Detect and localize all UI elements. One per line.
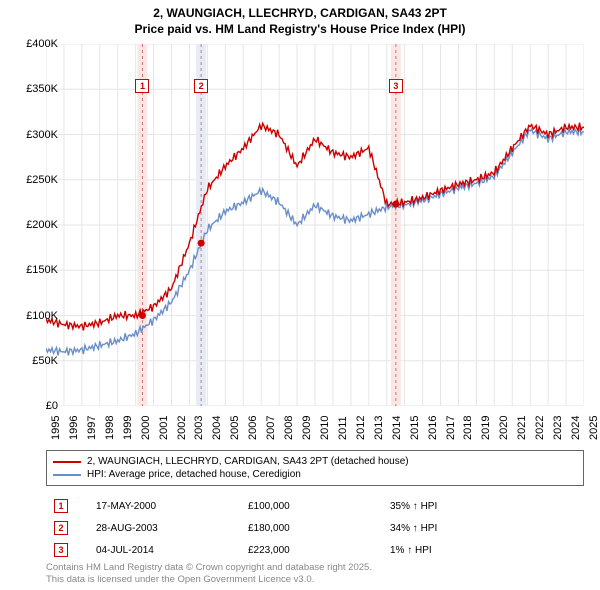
x-tick-label: 2013 bbox=[373, 416, 385, 440]
event-dot-3 bbox=[392, 201, 399, 208]
x-tick-label: 2002 bbox=[176, 416, 188, 440]
chart-svg bbox=[46, 44, 584, 406]
x-tick-label: 1995 bbox=[50, 416, 62, 440]
x-tick-label: 2025 bbox=[588, 416, 600, 440]
event-delta: 34% ↑ HPI bbox=[384, 518, 582, 538]
footer-line-1: Contains HM Land Registry data © Crown c… bbox=[46, 562, 372, 574]
y-tick-label: £250K bbox=[26, 174, 58, 186]
y-tick-label: £0 bbox=[46, 400, 58, 412]
x-tick-label: 2024 bbox=[570, 416, 582, 440]
x-tick-label: 2022 bbox=[534, 416, 546, 440]
event-delta: 35% ↑ HPI bbox=[384, 496, 582, 516]
event-row: 1 17-MAY-2000£100,00035% ↑ HPI bbox=[48, 496, 582, 516]
x-tick-label: 1998 bbox=[104, 416, 116, 440]
x-tick-label: 2010 bbox=[319, 416, 331, 440]
legend: 2, WAUNGIACH, LLECHRYD, CARDIGAN, SA43 2… bbox=[46, 450, 584, 486]
x-tick-label: 1999 bbox=[122, 416, 134, 440]
footer-line-2: This data is licensed under the Open Gov… bbox=[46, 574, 372, 586]
event-row: 2 28-AUG-2003£180,00034% ↑ HPI bbox=[48, 518, 582, 538]
x-tick-label: 2012 bbox=[355, 416, 367, 440]
x-tick-label: 2019 bbox=[480, 416, 492, 440]
x-tick-label: 2018 bbox=[462, 416, 474, 440]
event-date: 04-JUL-2014 bbox=[90, 540, 240, 560]
legend-swatch bbox=[53, 474, 81, 476]
y-tick-label: £200K bbox=[26, 219, 58, 231]
event-price: £100,000 bbox=[242, 496, 382, 516]
x-tick-label: 2001 bbox=[158, 416, 170, 440]
event-row-marker: 3 bbox=[54, 543, 68, 557]
x-tick-label: 2007 bbox=[265, 416, 277, 440]
event-date: 28-AUG-2003 bbox=[90, 518, 240, 538]
legend-row: HPI: Average price, detached house, Cere… bbox=[53, 468, 577, 481]
x-tick-label: 2016 bbox=[427, 416, 439, 440]
y-tick-label: £400K bbox=[26, 38, 58, 50]
event-marker-3: 3 bbox=[389, 79, 403, 93]
attribution-footer: Contains HM Land Registry data © Crown c… bbox=[46, 562, 372, 586]
x-tick-label: 2014 bbox=[391, 416, 403, 440]
x-tick-label: 2021 bbox=[516, 416, 528, 440]
x-tick-label: 2003 bbox=[193, 416, 205, 440]
event-row: 3 04-JUL-2014£223,0001% ↑ HPI bbox=[48, 540, 582, 560]
y-tick-label: £350K bbox=[26, 83, 58, 95]
x-tick-label: 2020 bbox=[498, 416, 510, 440]
x-tick-label: 2023 bbox=[552, 416, 564, 440]
event-row-marker: 1 bbox=[54, 499, 68, 513]
x-tick-label: 2015 bbox=[409, 416, 421, 440]
y-tick-label: £100K bbox=[26, 310, 58, 322]
legend-label: 2, WAUNGIACH, LLECHRYD, CARDIGAN, SA43 2… bbox=[87, 456, 409, 467]
y-tick-label: £150K bbox=[26, 264, 58, 276]
event-price: £223,000 bbox=[242, 540, 382, 560]
x-tick-label: 2000 bbox=[140, 416, 152, 440]
event-dot-2 bbox=[198, 240, 205, 247]
event-marker-1: 1 bbox=[135, 79, 149, 93]
event-marker-2: 2 bbox=[194, 79, 208, 93]
x-tick-label: 2008 bbox=[283, 416, 295, 440]
x-tick-label: 2004 bbox=[211, 416, 223, 440]
x-tick-label: 2009 bbox=[301, 416, 313, 440]
x-tick-label: 2017 bbox=[445, 416, 457, 440]
y-tick-label: £300K bbox=[26, 129, 58, 141]
x-tick-label: 1997 bbox=[86, 416, 98, 440]
title-line-2: Price paid vs. HM Land Registry's House … bbox=[0, 22, 600, 38]
chart-container: 2, WAUNGIACH, LLECHRYD, CARDIGAN, SA43 2… bbox=[0, 0, 600, 590]
legend-swatch bbox=[53, 461, 81, 463]
event-date: 17-MAY-2000 bbox=[90, 496, 240, 516]
legend-row: 2, WAUNGIACH, LLECHRYD, CARDIGAN, SA43 2… bbox=[53, 455, 577, 468]
chart-title: 2, WAUNGIACH, LLECHRYD, CARDIGAN, SA43 2… bbox=[0, 0, 600, 37]
title-line-1: 2, WAUNGIACH, LLECHRYD, CARDIGAN, SA43 2… bbox=[0, 6, 600, 22]
y-tick-label: £50K bbox=[32, 355, 58, 367]
legend-label: HPI: Average price, detached house, Cere… bbox=[87, 469, 301, 480]
event-row-marker: 2 bbox=[54, 521, 68, 535]
event-price: £180,000 bbox=[242, 518, 382, 538]
x-tick-label: 2005 bbox=[229, 416, 241, 440]
x-tick-label: 2006 bbox=[247, 416, 259, 440]
events-table: 1 17-MAY-2000£100,00035% ↑ HPI 2 28-AUG-200… bbox=[46, 494, 584, 562]
x-tick-label: 1996 bbox=[68, 416, 80, 440]
chart-area bbox=[46, 44, 584, 406]
event-delta: 1% ↑ HPI bbox=[384, 540, 582, 560]
event-dot-1 bbox=[139, 312, 146, 319]
x-tick-label: 2011 bbox=[337, 416, 349, 440]
